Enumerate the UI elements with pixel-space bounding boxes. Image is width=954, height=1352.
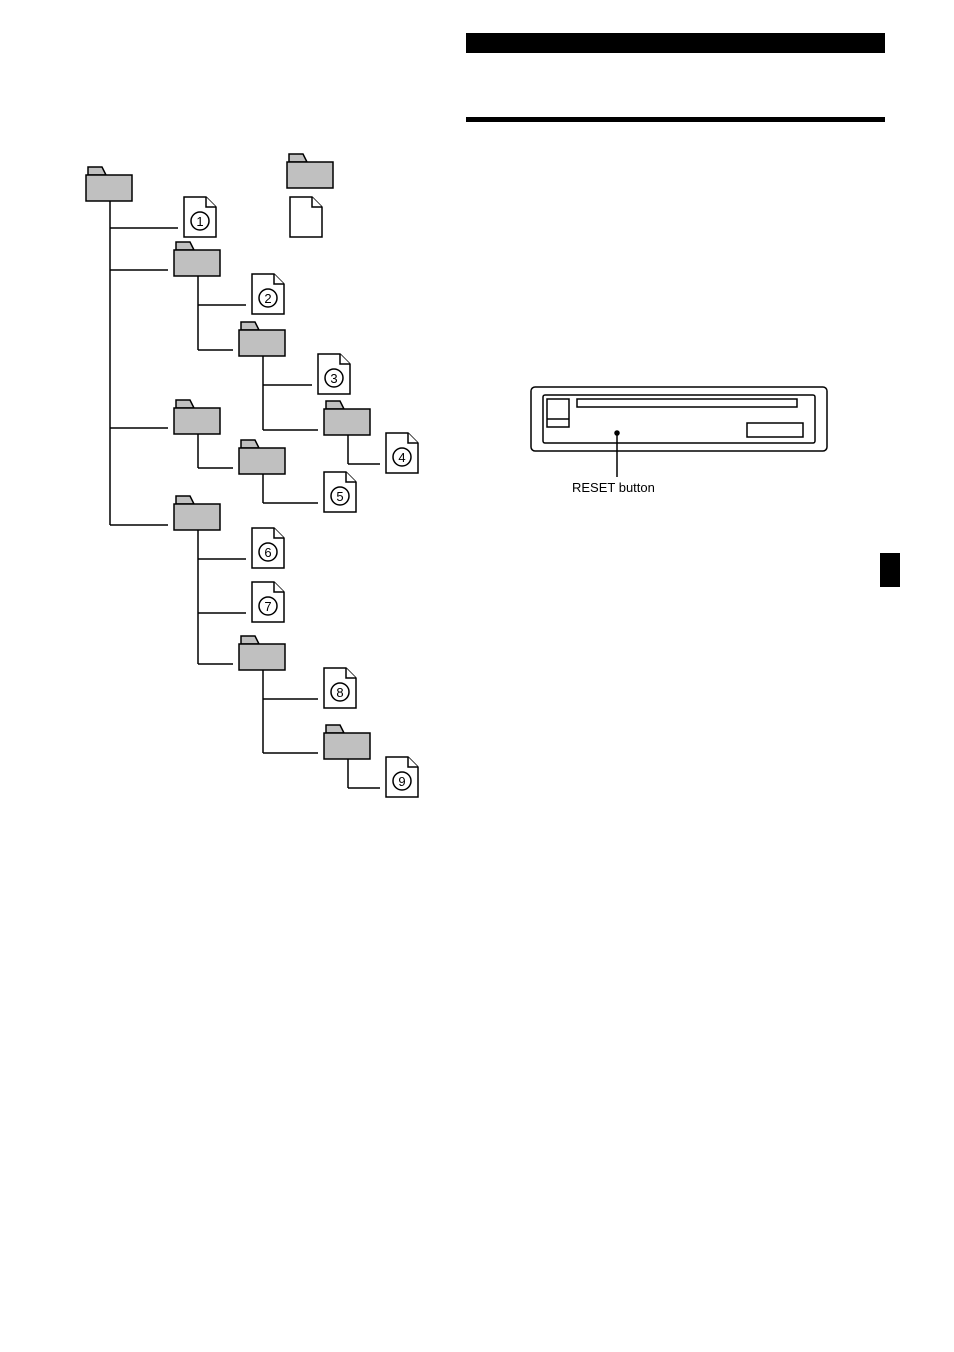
folder xyxy=(172,398,222,436)
file-7: 7 xyxy=(250,580,286,624)
svg-text:7: 7 xyxy=(264,599,271,614)
file-4: 4 xyxy=(384,431,420,475)
tree-diagram xyxy=(60,130,520,950)
folder xyxy=(172,240,222,278)
svg-text:4: 4 xyxy=(398,450,405,465)
folder xyxy=(322,723,372,761)
svg-text:8: 8 xyxy=(336,685,343,700)
svg-text:5: 5 xyxy=(336,489,343,504)
section-divider xyxy=(466,117,885,122)
file-5: 5 xyxy=(322,470,358,514)
svg-text:1: 1 xyxy=(196,214,203,229)
page-tab xyxy=(880,553,900,587)
section-header-bar xyxy=(466,33,885,53)
folder xyxy=(237,438,287,476)
svg-text:3: 3 xyxy=(330,371,337,386)
svg-text:2: 2 xyxy=(264,291,271,306)
root-folder xyxy=(84,165,134,203)
file-1: 1 xyxy=(182,195,218,239)
file-6: 6 xyxy=(250,526,286,570)
legend-folder-icon xyxy=(285,152,335,190)
file-2: 2 xyxy=(250,272,286,316)
folder xyxy=(172,494,222,532)
file-9: 9 xyxy=(384,755,420,799)
file-3: 3 xyxy=(316,352,352,396)
device-front-panel xyxy=(529,385,829,485)
legend-file-icon xyxy=(288,195,324,239)
folder xyxy=(322,399,372,437)
svg-text:6: 6 xyxy=(264,545,271,560)
folder xyxy=(237,634,287,672)
folder xyxy=(237,320,287,358)
reset-button-label: RESET button xyxy=(572,480,655,495)
file-8: 8 xyxy=(322,666,358,710)
svg-text:9: 9 xyxy=(398,774,405,789)
